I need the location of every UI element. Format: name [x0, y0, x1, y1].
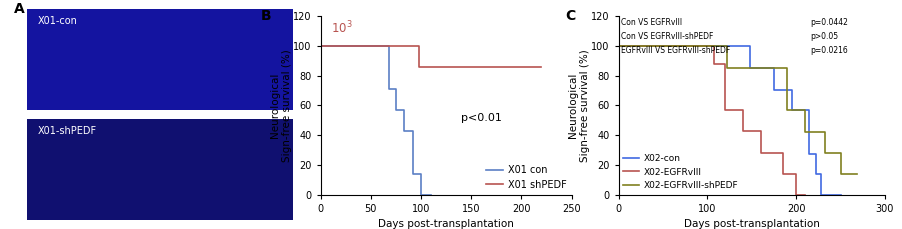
Text: p=0.0216: p=0.0216 [809, 46, 847, 55]
Y-axis label: Neurological
Sign-free survival (%): Neurological Sign-free survival (%) [270, 49, 291, 162]
Text: EGFRvIII VS EGFRvIII-shPEDF: EGFRvIII VS EGFRvIII-shPEDF [621, 46, 730, 55]
X-axis label: Days post-transplantation: Days post-transplantation [683, 219, 819, 229]
Legend: X02-con, X02-EGFRvIII, X02-EGFRvIII-shPEDF: X02-con, X02-EGFRvIII, X02-EGFRvIII-shPE… [622, 154, 738, 190]
Text: X01-con: X01-con [38, 16, 78, 26]
Text: Con VS EGFRvIII: Con VS EGFRvIII [621, 18, 682, 27]
Text: B: B [260, 9, 271, 23]
Text: p<0.01: p<0.01 [461, 113, 502, 123]
Text: p=0.0442: p=0.0442 [809, 18, 847, 27]
Bar [27, 119, 293, 220]
Y-axis label: Neurological
Sign-free survival (%): Neurological Sign-free survival (%) [567, 49, 589, 162]
Legend: X01 con, X01 shPEDF: X01 con, X01 shPEDF [485, 165, 566, 190]
Bar [27, 9, 293, 110]
X-axis label: Days post-transplantation: Days post-transplantation [378, 219, 513, 229]
Text: A: A [14, 2, 24, 16]
Text: Con VS EGFRvIII-shPEDF: Con VS EGFRvIII-shPEDF [621, 32, 713, 41]
Text: $10^{3}$: $10^{3}$ [330, 20, 352, 36]
Text: X01-shPEDF: X01-shPEDF [38, 126, 97, 136]
Text: C: C [565, 9, 575, 23]
Text: p>0.05: p>0.05 [809, 32, 838, 41]
